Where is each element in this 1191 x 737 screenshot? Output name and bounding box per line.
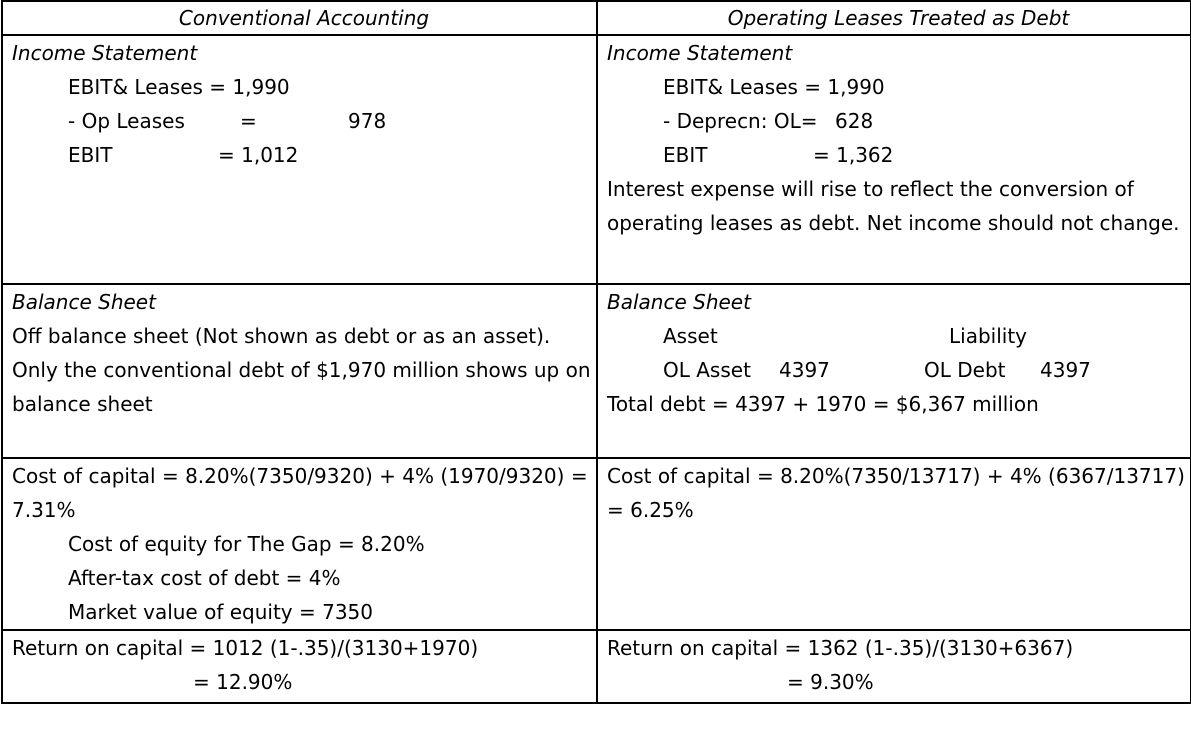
cost-of-capital-formula: Cost of capital = 8.20%(7350/9320) + 4% … (12, 464, 588, 522)
header-conventional: Conventional Accounting (1, 0, 598, 36)
market-value-line: Market value of equity = 7350 (68, 600, 374, 624)
return-on-capital-row: Return on capital = 1012 (1-.35)/(3130+1… (1, 629, 1191, 704)
ol-asset-value: 4397 (779, 358, 830, 382)
op-leases-value: 978 (348, 109, 387, 133)
income-statement-row: Income Statement EBIT& Leases = 1,990 - … (1, 34, 1191, 285)
ol-debt-value: 4397 (1040, 358, 1091, 382)
return-formula: Return on capital = 1012 (1-.35)/(3130+1… (12, 636, 479, 660)
op-leases-label: - Op Leases (68, 109, 185, 133)
income-statement-title: Income Statement (607, 41, 793, 65)
return-on-capital-leases-as-debt: Return on capital = 1362 (1-.35)/(3130+6… (596, 629, 1191, 704)
off-balance-note: Off balance sheet (Not shown as debt or … (12, 324, 591, 416)
cost-of-capital-formula: Cost of capital = 8.20%(7350/13717) + 4%… (607, 464, 1185, 522)
cost-of-capital-leases-as-debt: Cost of capital = 8.20%(7350/13717) + 4%… (596, 457, 1191, 631)
ebit-value: = 1,362 (813, 143, 894, 167)
ebit-leases-line: EBIT& Leases = 1,990 (663, 75, 885, 99)
comparison-table: Conventional Accounting Operating Leases… (1, 0, 1191, 704)
header-row: Conventional Accounting Operating Leases… (1, 0, 1191, 36)
op-leases-eq: = (240, 109, 257, 133)
asset-header: Asset (663, 324, 718, 348)
ebit-label: EBIT (663, 143, 708, 167)
cost-of-equity-line: Cost of equity for The Gap = 8.20% (68, 532, 425, 556)
balance-sheet-leases-as-debt: Balance Sheet Asset Liability OL Asset 439… (596, 283, 1191, 459)
cost-of-capital-row: Cost of capital = 8.20%(7350/9320) + 4% … (1, 457, 1191, 631)
ebit-value: = 1,012 (218, 143, 299, 167)
return-result: = 12.90% (193, 670, 293, 694)
balance-sheet-row: Balance Sheet Off balance sheet (Not sho… (1, 283, 1191, 459)
return-result: = 9.30% (787, 670, 874, 694)
ebit-label: EBIT (68, 143, 113, 167)
op-leases-line: - Op Leases = 978 (12, 104, 595, 138)
ol-debt-label: OL Debt (924, 358, 1006, 382)
ebit-line: EBIT = 1,012 (12, 138, 595, 172)
header-operating-leases: Operating Leases Treated as Debt (596, 0, 1191, 36)
ol-line: OL Asset 4397 OL Debt 4397 (607, 353, 1189, 387)
ebit-line: EBIT = 1,362 (607, 138, 1189, 172)
ol-asset-label: OL Asset (663, 358, 751, 382)
deprecn-label: - Deprecn: OL= (663, 109, 818, 133)
deprecn-line: - Deprecn: OL= 628 (607, 104, 1189, 138)
total-debt-line: Total debt = 4397 + 1970 = $6,367 millio… (607, 392, 1039, 416)
interest-note: Interest expense will rise to reflect th… (607, 177, 1180, 235)
cost-of-capital-conventional: Cost of capital = 8.20%(7350/9320) + 4% … (1, 457, 598, 631)
return-on-capital-conventional: Return on capital = 1012 (1-.35)/(3130+1… (1, 629, 598, 704)
income-statement-title: Income Statement (12, 41, 198, 65)
income-statement-conventional: Income Statement EBIT& Leases = 1,990 - … (1, 34, 598, 285)
asset-liability-header: Asset Liability (607, 319, 1189, 353)
deprecn-value: 628 (835, 109, 874, 133)
balance-sheet-conventional: Balance Sheet Off balance sheet (Not sho… (1, 283, 598, 459)
return-formula: Return on capital = 1362 (1-.35)/(3130+6… (607, 636, 1074, 660)
ebit-leases-line: EBIT& Leases = 1,990 (68, 75, 290, 99)
liability-header: Liability (949, 324, 1027, 348)
balance-sheet-title: Balance Sheet (607, 290, 751, 314)
income-statement-leases-as-debt: Income Statement EBIT& Leases = 1,990 - … (596, 34, 1191, 285)
cost-of-debt-line: After-tax cost of debt = 4% (68, 566, 341, 590)
balance-sheet-title: Balance Sheet (12, 290, 156, 314)
